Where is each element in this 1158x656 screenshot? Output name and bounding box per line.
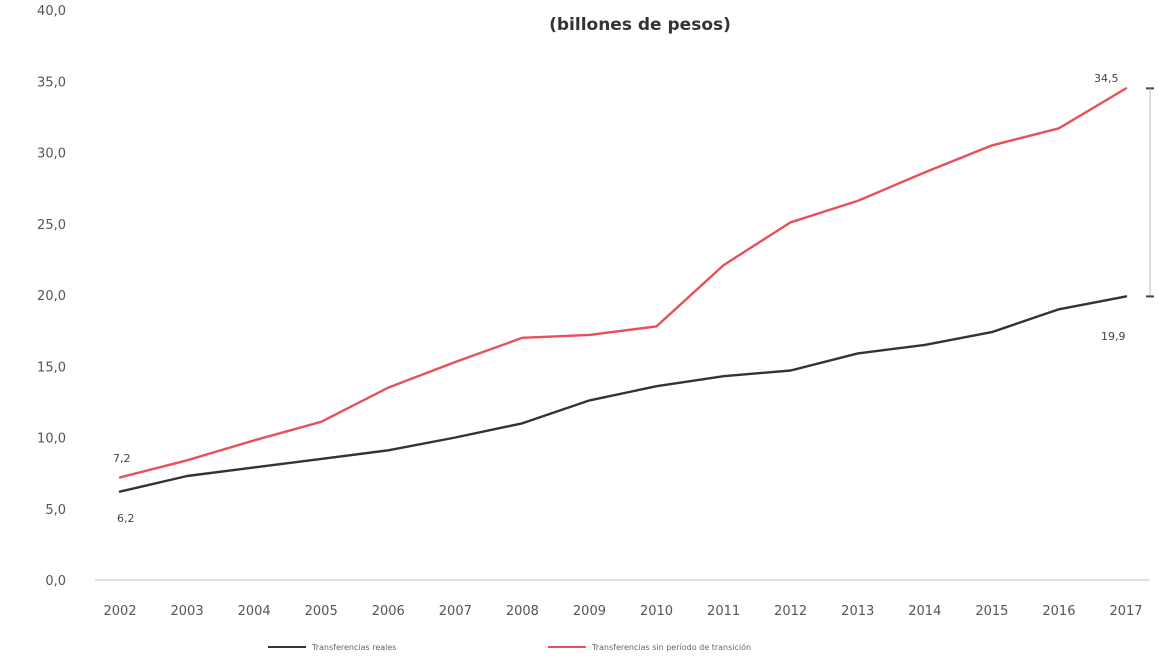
series-line-sin-transicion — [118, 87, 1128, 479]
data-label-last-real: 19,9 — [1101, 330, 1126, 343]
x-tick-label: 2007 — [439, 604, 472, 619]
x-tick-label: 2006 — [372, 604, 405, 619]
y-tick-label: 25,0 — [37, 218, 66, 233]
x-tick-label: 2008 — [506, 604, 539, 619]
data-labels: 7,2 6,2 34,5 19,9 — [113, 72, 1126, 525]
legend-label-sin: Transferencias sin período de transición — [591, 642, 751, 652]
legend-label-real: Transferencias reales — [311, 643, 396, 652]
y-tick-label: 30,0 — [37, 147, 66, 162]
legend: Transferencias reales Transferencias sin… — [268, 642, 751, 652]
y-tick-label: 15,0 — [37, 360, 66, 375]
y-tick-label: 5,0 — [45, 503, 66, 518]
x-axis: 2002 2003 2004 2005 2006 2007 2008 2009 2010 2011… — [103, 604, 1142, 619]
series-lines — [118, 87, 1128, 493]
x-tick-label: 2003 — [171, 604, 204, 619]
difference-bracket — [1146, 87, 1154, 298]
x-tick-label: 2013 — [841, 604, 874, 619]
x-tick-label: 2016 — [1042, 604, 1075, 619]
chart-subtitle: (billones de pesos) — [549, 15, 731, 35]
y-tick-label: 10,0 — [37, 432, 66, 447]
x-tick-label: 2015 — [975, 604, 1008, 619]
x-tick-label: 2017 — [1109, 604, 1142, 619]
x-tick-label: 2009 — [573, 604, 606, 619]
x-tick-label: 2012 — [774, 604, 807, 619]
x-tick-label: 2014 — [908, 604, 941, 619]
y-tick-label: 0,0 — [45, 574, 66, 589]
y-axis: 0,0 5,0 10,0 15,0 20,0 25,0 30,0 35,0 40,0 — [37, 4, 66, 589]
x-tick-label: 2002 — [103, 604, 136, 619]
x-tick-label: 2005 — [305, 604, 338, 619]
y-tick-label: 35,0 — [37, 75, 66, 90]
data-label-first-sin: 7,2 — [113, 452, 131, 465]
data-label-first-real: 6,2 — [117, 512, 135, 525]
series-line-real — [118, 295, 1128, 493]
data-label-last-sin: 34,5 — [1094, 72, 1119, 85]
y-tick-label: 40,0 — [37, 4, 66, 19]
x-tick-label: 2011 — [707, 604, 740, 619]
x-tick-label: 2010 — [640, 604, 673, 619]
x-tick-label: 2004 — [238, 604, 271, 619]
y-tick-label: 20,0 — [37, 289, 66, 304]
